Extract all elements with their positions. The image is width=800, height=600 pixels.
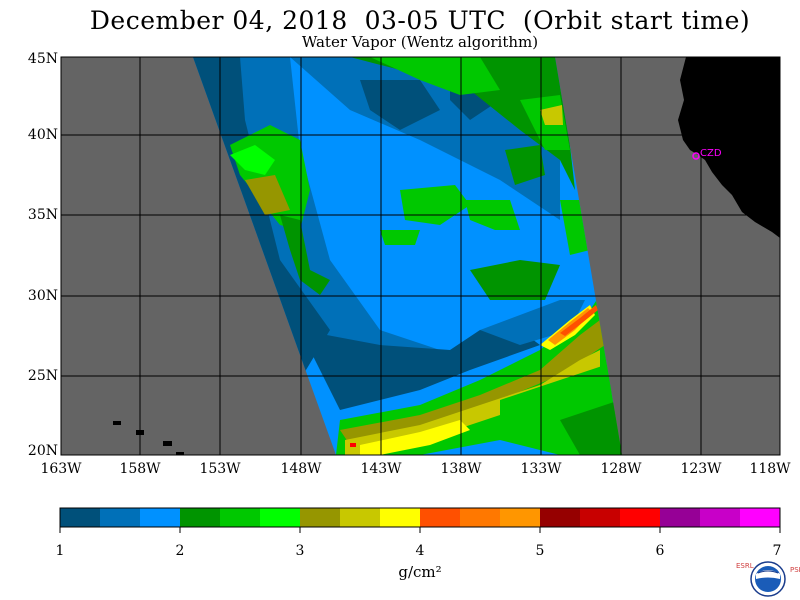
colorbar-tick-1: 1 bbox=[55, 543, 65, 559]
colorbar-swatch bbox=[420, 508, 461, 527]
lon-label-148w: 148W bbox=[280, 461, 322, 477]
colorbar-swatch bbox=[660, 508, 701, 527]
colorbar-swatch bbox=[380, 508, 421, 527]
colorbar-swatch bbox=[540, 508, 581, 527]
colorbar-swatch bbox=[300, 508, 341, 527]
page-subtitle: Water Vapor (Wentz algorithm) bbox=[301, 33, 539, 51]
colorbar-frame bbox=[59, 507, 781, 528]
lat-label-45n: 45N bbox=[27, 51, 58, 67]
lon-label-118w: 118W bbox=[749, 461, 791, 477]
noaa-logo: ESRL PSD bbox=[736, 560, 800, 600]
colorbar-swatch bbox=[580, 508, 621, 527]
colorbar-swatch bbox=[340, 508, 381, 527]
lon-label-128w: 128W bbox=[600, 461, 642, 477]
colorbar bbox=[59, 508, 781, 533]
colorbar-tick-7: 7 bbox=[772, 543, 782, 559]
page-title: December 04, 2018 03-05 UTC (Orbit start… bbox=[89, 6, 751, 35]
colorbar-swatch bbox=[500, 508, 541, 527]
lon-label-138w: 138W bbox=[440, 461, 482, 477]
lon-label-143w: 143W bbox=[360, 461, 402, 477]
colorbar-swatch bbox=[700, 508, 741, 527]
colorbar-swatch bbox=[220, 508, 261, 527]
colorbar-swatch bbox=[740, 508, 781, 527]
colorbar-swatch bbox=[460, 508, 501, 527]
lon-label-133w: 133W bbox=[520, 461, 562, 477]
colorbar-tick-2: 2 bbox=[175, 543, 185, 559]
logo-right-text: PSD bbox=[790, 566, 800, 574]
lat-label-20n: 20N bbox=[27, 443, 58, 459]
station-marker bbox=[692, 152, 700, 160]
noaa-seal-icon bbox=[750, 561, 786, 597]
lon-label-158w: 158W bbox=[119, 461, 161, 477]
map-frame bbox=[60, 56, 781, 456]
colorbar-swatch bbox=[260, 508, 301, 527]
colorbar-tick-3: 3 bbox=[295, 543, 305, 559]
colorbar-unit-label: g/cm² bbox=[398, 563, 442, 581]
island-maui bbox=[163, 441, 172, 446]
colorbar-swatch bbox=[180, 508, 221, 527]
lat-label-40n: 40N bbox=[27, 127, 58, 143]
colorbar-swatch bbox=[620, 508, 661, 527]
land-mass bbox=[678, 57, 780, 238]
colorbar-swatch bbox=[140, 508, 181, 527]
lon-label-163w: 163W bbox=[40, 461, 82, 477]
lon-label-123w: 123W bbox=[680, 461, 722, 477]
lat-label-30n: 30N bbox=[27, 288, 58, 304]
station-label: CZD bbox=[700, 148, 722, 159]
map-grid bbox=[61, 57, 780, 455]
lon-label-153w: 153W bbox=[199, 461, 241, 477]
island-hawaii bbox=[176, 452, 184, 455]
lat-label-35n: 35N bbox=[27, 207, 58, 223]
colorbar-tick-6: 6 bbox=[655, 543, 665, 559]
colorbar-tick-5: 5 bbox=[535, 543, 545, 559]
colorbar-swatch bbox=[100, 508, 141, 527]
lat-label-25n: 25N bbox=[27, 368, 58, 384]
colorbar-tick-4: 4 bbox=[415, 543, 425, 559]
island-kauai bbox=[113, 421, 121, 425]
colorbar-swatch bbox=[60, 508, 101, 527]
